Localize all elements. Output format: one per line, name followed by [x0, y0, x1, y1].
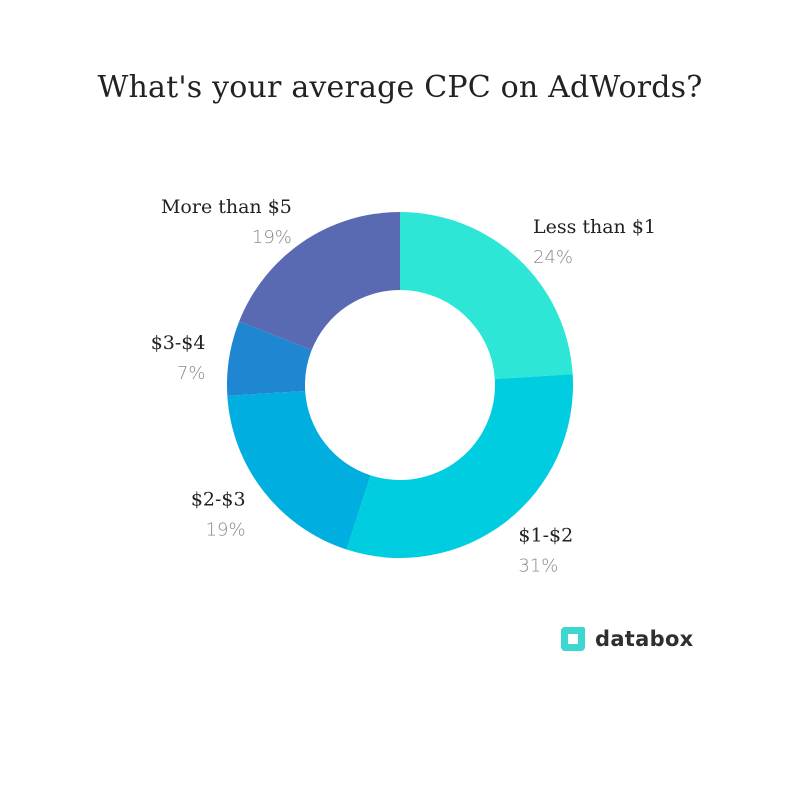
slice-value-label-0: 24% — [533, 247, 573, 268]
slice-value-label-3: 7% — [177, 363, 206, 384]
databox-brand-name: databox — [595, 627, 694, 651]
slice-4 — [239, 212, 400, 351]
slice-labels: Less than $1 24% $1-$2 31% $2-$3 19% $3-$4 7% Mo… — [151, 196, 656, 576]
slice-label-2: $2-$3 — [191, 488, 246, 510]
databox-brand: databox — [559, 623, 694, 655]
databox-logo-icon — [561, 627, 585, 651]
slice-label-4: More than $5 — [161, 196, 292, 218]
slice-0 — [400, 212, 573, 380]
slice-value-label-1: 31% — [518, 555, 558, 576]
slice-label-3: $3-$4 — [151, 332, 206, 354]
slice-label-0: Less than $1 — [533, 216, 656, 238]
donut-slices — [226, 212, 573, 558]
slice-value-label-4: 19% — [252, 227, 292, 248]
slice-3 — [226, 321, 312, 396]
slice-value-label-2: 19% — [206, 519, 246, 540]
slice-2 — [227, 390, 371, 550]
slice-label-1: $1-$2 — [518, 524, 573, 546]
slice-1 — [346, 374, 573, 558]
chart-title: What's your average CPC on AdWords? — [97, 70, 703, 105]
